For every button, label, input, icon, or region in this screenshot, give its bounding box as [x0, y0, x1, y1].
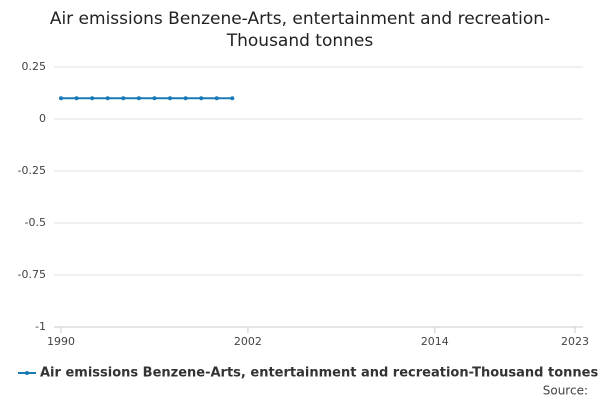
- point: [230, 96, 235, 101]
- x-tick-label: 2002: [234, 335, 262, 348]
- point: [74, 96, 79, 101]
- chart-title: Air emissions Benzene-Arts, entertainmen…: [49, 9, 551, 51]
- y-tick-label: -0.5: [25, 216, 46, 229]
- point: [105, 96, 110, 101]
- legend-label: Air emissions Benzene-Arts, entertainmen…: [40, 366, 598, 381]
- point: [214, 96, 219, 101]
- point: [199, 96, 204, 101]
- legend-marker: [25, 371, 29, 375]
- point: [183, 96, 188, 101]
- y-tick-label: 0.25: [22, 60, 47, 73]
- point: [168, 96, 173, 101]
- y-tick-label: 0: [39, 112, 46, 125]
- point: [59, 96, 63, 101]
- y-tick-label: -0.25: [18, 164, 46, 177]
- point: [121, 96, 126, 101]
- x-tick-label: 2014: [421, 335, 449, 348]
- source: Source:: [543, 384, 588, 398]
- point: [152, 96, 157, 101]
- x-tick-label: 2023: [561, 335, 589, 348]
- y-tick-label: -0.75: [18, 268, 46, 281]
- x-tick-label: 1990: [47, 335, 75, 348]
- point: [136, 96, 141, 101]
- point: [90, 96, 95, 101]
- y-tick-label: -1: [35, 320, 46, 333]
